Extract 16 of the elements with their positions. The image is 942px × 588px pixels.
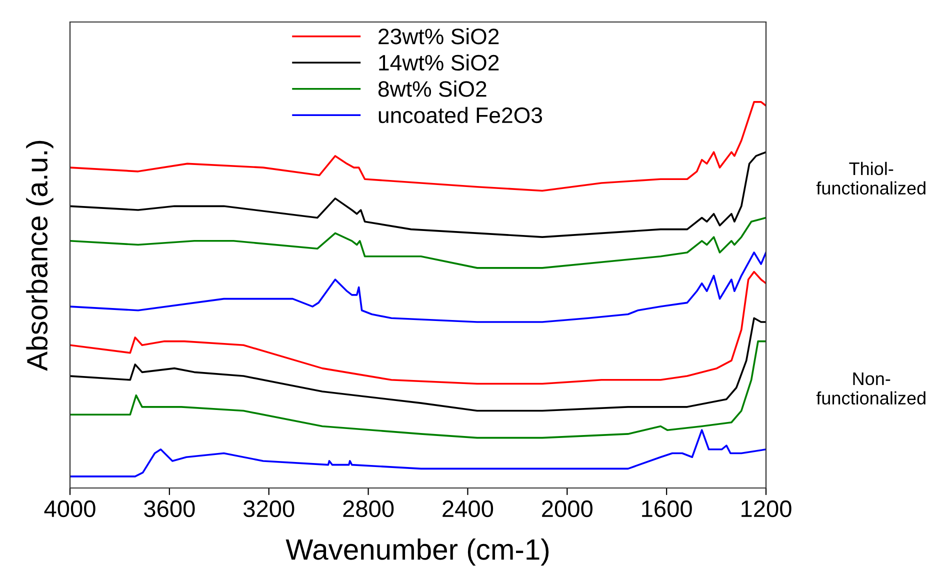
x-axis-title: Wavenumber (cm-1) (286, 538, 549, 566)
y-axis-title: Absorbance (a.u.) (26, 140, 54, 371)
x-tick-label: 2800 (343, 500, 394, 518)
x-tick-label: 1600 (642, 500, 692, 518)
legend-label: 23wt% SiO2 (378, 28, 499, 44)
x-tick-label: 2400 (442, 500, 494, 518)
text: Non- functionalized (816, 372, 926, 405)
legend-label: uncoated Fe2O3 (378, 106, 542, 124)
x-tick-label: 2000 (542, 500, 592, 518)
x-tick-label: 3600 (144, 500, 195, 518)
x-tick-label: 3200 (243, 500, 294, 518)
x-tick-label: 4000 (44, 500, 96, 518)
text: Thiol- functionalized (816, 162, 926, 195)
x-tick-label: 1200 (742, 500, 792, 518)
legend-label: 14wt% SiO2 (379, 54, 499, 71)
legend-label: 8wt% SiO2 (378, 80, 486, 97)
